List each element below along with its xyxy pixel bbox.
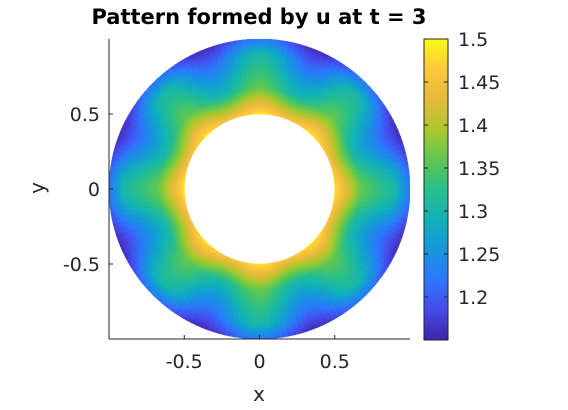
chart-title: Pattern formed by u at t = 3 [91,5,426,29]
annulus-field [109,39,410,340]
plot-area: -0.5 0 0.5 0.50-0.5 [63,39,410,373]
